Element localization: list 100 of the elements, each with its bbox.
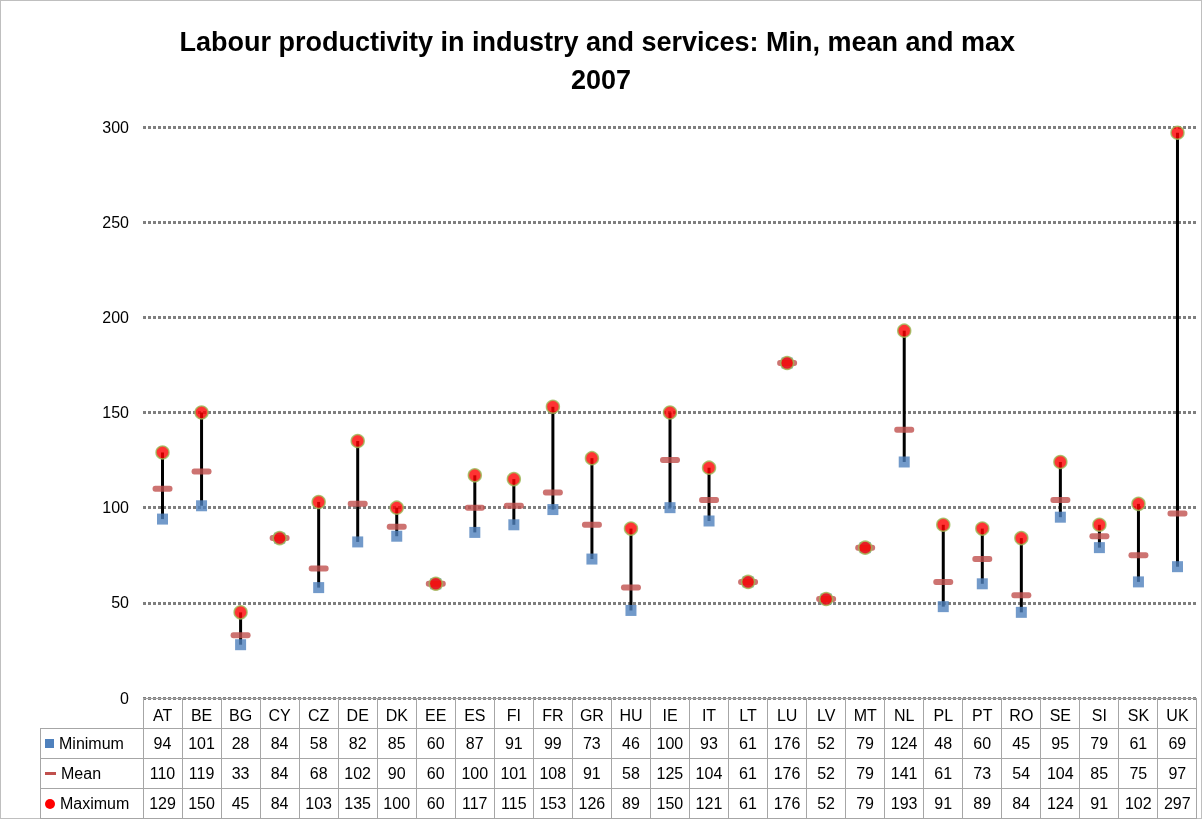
x-tick-label: HU xyxy=(619,706,643,724)
data-label: 61 xyxy=(728,788,768,819)
data-label: 79 xyxy=(845,728,885,759)
data-label: 45 xyxy=(1001,728,1041,759)
data-label: 79 xyxy=(845,788,885,819)
data-label: 33 xyxy=(221,758,261,789)
data-label: 89 xyxy=(611,788,651,819)
x-tick-label: PL xyxy=(933,706,954,724)
data-label: 124 xyxy=(884,728,924,759)
data-label: 60 xyxy=(416,788,456,819)
data-label: 102 xyxy=(338,758,378,789)
data-label: 91 xyxy=(1079,788,1119,819)
y-tick-label: 150 xyxy=(102,404,130,421)
data-label: 125 xyxy=(650,758,690,789)
data-label: 95 xyxy=(1040,728,1080,759)
x-tick-label: AT xyxy=(152,706,173,724)
data-label: 60 xyxy=(416,728,456,759)
data-label: 73 xyxy=(572,728,612,759)
x-tick-label: SI xyxy=(1091,706,1107,724)
data-label: 97 xyxy=(1157,758,1197,789)
y-tick-label: 300 xyxy=(102,118,130,136)
x-tick-label: BE xyxy=(190,706,213,724)
x-tick-label: BG xyxy=(229,706,253,724)
x-tick-label: CY xyxy=(268,706,292,724)
data-label: 150 xyxy=(650,788,690,819)
x-tick-label: FI xyxy=(506,706,521,724)
legend-label: Maximum xyxy=(40,788,143,819)
data-label: 100 xyxy=(650,728,690,759)
y-tick-label: 100 xyxy=(102,499,130,517)
data-label: 176 xyxy=(767,788,807,819)
data-label: 60 xyxy=(416,758,456,789)
data-label: 61 xyxy=(923,758,963,789)
data-label: 45 xyxy=(221,788,261,819)
x-tick-label: UK xyxy=(1166,706,1189,724)
x-tick-label: NL xyxy=(894,706,915,724)
data-label: 61 xyxy=(1118,728,1158,759)
data-label: 91 xyxy=(572,758,612,789)
x-tick-label: MT xyxy=(853,706,877,724)
data-label: 176 xyxy=(767,728,807,759)
data-label: 85 xyxy=(377,728,417,759)
data-label: 101 xyxy=(182,728,222,759)
legend-label: Minimum xyxy=(40,728,143,759)
x-tick-label: PT xyxy=(972,706,993,724)
data-label: 93 xyxy=(689,728,729,759)
data-label: 54 xyxy=(1001,758,1041,789)
data-label: 124 xyxy=(1040,788,1080,819)
data-label: 91 xyxy=(923,788,963,819)
data-label: 28 xyxy=(221,728,261,759)
y-tick-label: 50 xyxy=(111,594,130,612)
chart-title: Labour productivity in industry and services: Min, mean and max 2007 xyxy=(179,27,1023,95)
x-tick-label: CZ xyxy=(308,706,330,724)
data-label: 75 xyxy=(1118,758,1158,789)
data-label: 117 xyxy=(455,788,495,819)
data-label: 90 xyxy=(377,758,417,789)
data-label: 121 xyxy=(689,788,729,819)
x-tick-label: LV xyxy=(816,706,836,724)
data-label: 79 xyxy=(1079,728,1119,759)
data-label: 141 xyxy=(884,758,924,789)
data-label: 102 xyxy=(1118,788,1158,819)
data-label: 79 xyxy=(845,758,885,789)
data-label: 84 xyxy=(260,728,300,759)
data-label: 61 xyxy=(728,758,768,789)
data-label: 104 xyxy=(1040,758,1080,789)
data-label: 91 xyxy=(494,728,534,759)
data-label: 100 xyxy=(455,758,495,789)
data-label: 69 xyxy=(1157,728,1197,759)
data-label: 101 xyxy=(494,758,534,789)
data-label: 58 xyxy=(611,758,651,789)
data-label: 61 xyxy=(728,728,768,759)
data-label: 110 xyxy=(143,758,183,789)
x-tick-label: DK xyxy=(385,706,409,724)
x-tick-label: ES xyxy=(464,706,486,724)
data-label: 87 xyxy=(455,728,495,759)
x-tick-label: LT xyxy=(739,706,758,724)
data-label: 84 xyxy=(260,758,300,789)
data-label: 94 xyxy=(143,728,183,759)
data-label: 84 xyxy=(260,788,300,819)
data-label: 153 xyxy=(533,788,573,819)
data-label: 103 xyxy=(299,788,339,819)
data-label: 150 xyxy=(182,788,222,819)
data-label: 297 xyxy=(1157,788,1197,819)
data-label: 126 xyxy=(572,788,612,819)
data-label: 52 xyxy=(806,758,846,789)
data-label: 82 xyxy=(338,728,378,759)
data-label: 68 xyxy=(299,758,339,789)
data-label: 52 xyxy=(806,728,846,759)
data-label: 115 xyxy=(494,788,534,819)
x-tick-label: IT xyxy=(701,706,717,724)
y-tick-label: 200 xyxy=(102,308,130,326)
data-label: 52 xyxy=(806,788,846,819)
data-label: 129 xyxy=(143,788,183,819)
x-tick-label: EE xyxy=(425,706,447,724)
data-label: 193 xyxy=(884,788,924,819)
x-tick-label: RO xyxy=(1009,706,1034,724)
x-tick-label: FR xyxy=(542,706,564,724)
data-label: 89 xyxy=(962,788,1002,819)
data-label: 104 xyxy=(689,758,729,789)
x-tick-label: DE xyxy=(346,706,369,724)
y-tick-label: 250 xyxy=(102,213,130,231)
data-label: 48 xyxy=(923,728,963,759)
